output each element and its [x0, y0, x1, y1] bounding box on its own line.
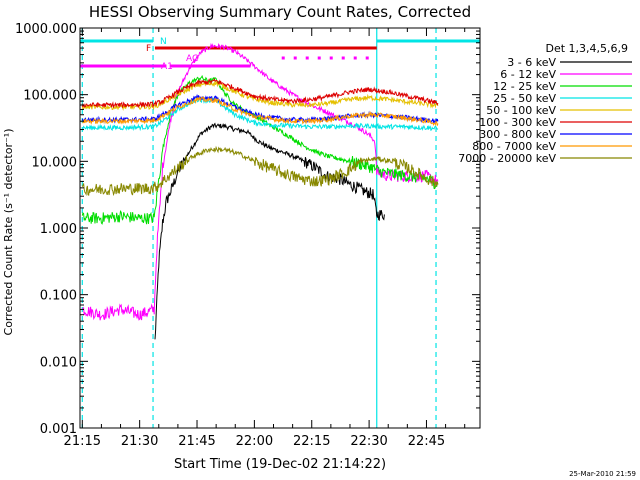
x-tick-label: 21:30 — [121, 434, 158, 449]
series-layer — [81, 42, 439, 340]
flag-label-a1: A1 — [161, 62, 173, 72]
y-axis-label: Corrected Count Rate (s⁻¹ detector⁻¹) — [2, 129, 15, 336]
flag-ac-dot — [317, 56, 321, 60]
y-tick-label: 1.000 — [40, 222, 77, 237]
flag-bar-layer: NF AC A1 — [80, 37, 480, 72]
series-line-0 — [154, 122, 385, 340]
series-line-7 — [82, 96, 439, 127]
series-line-5 — [81, 77, 439, 109]
series-line-8 — [81, 145, 439, 197]
legend-label: 12 - 25 keV — [493, 80, 556, 93]
series-line-3 — [81, 97, 439, 132]
legend-label: 3 - 6 keV — [507, 56, 556, 69]
flag-label-ac: AC — [186, 54, 198, 64]
x-tick-label: 22:15 — [293, 434, 330, 449]
y-tick-label: 0.100 — [40, 289, 77, 304]
flag-ac-dot — [365, 56, 369, 60]
flag-label-f: F — [146, 44, 151, 54]
x-axis-label: Start Time (19-Dec-02 21:14:22) — [174, 457, 386, 472]
chart-title: HESSI Observing Summary Count Rates, Cor… — [89, 3, 471, 21]
flag-ac-dot — [305, 56, 309, 60]
flag-ac-dot — [329, 56, 333, 60]
footer-timestamp: 25-Mar-2010 21:59 — [569, 470, 636, 478]
y-tick-label: 0.001 — [40, 422, 77, 437]
legend-label: 25 - 50 keV — [493, 92, 556, 105]
vertical-line-layer — [81, 28, 437, 428]
x-tick-label: 22:00 — [236, 434, 273, 449]
x-tick-label: 22:30 — [350, 434, 387, 449]
legend-label: 300 - 800 keV — [479, 128, 556, 141]
legend-label: 6 - 12 keV — [500, 68, 556, 81]
flag-ac-dot — [281, 56, 285, 60]
legend-label: 100 - 300 keV — [479, 116, 556, 129]
legend-label: 800 - 7000 keV — [472, 140, 556, 153]
x-tick-label: 21:45 — [178, 434, 215, 449]
flag-ac-dot — [293, 56, 297, 60]
legend-title: Det 1,3,4,5,6,9 — [545, 42, 628, 55]
legend-label: 50 - 100 keV — [486, 104, 556, 117]
series-line-1 — [82, 42, 439, 321]
series-line-2 — [81, 74, 439, 225]
y-tick-label: 100.000 — [23, 89, 77, 104]
x-tick-label: 21:15 — [64, 434, 101, 449]
flag-ac-dot — [341, 56, 345, 60]
x-tick-label: 22:45 — [408, 434, 445, 449]
y-tick-label: 0.010 — [40, 355, 77, 370]
legend-label: 7000 - 20000 keV — [458, 152, 556, 165]
y-tick-label: 1000.000 — [15, 22, 77, 37]
y-tick-label: 10.000 — [32, 155, 78, 170]
axes-layer: 0.001 0.010 0.100 1.000 10.000 100.000 1000.00… — [15, 22, 481, 449]
flag-label-n: N — [160, 37, 167, 47]
flag-ac-dot — [353, 56, 357, 60]
